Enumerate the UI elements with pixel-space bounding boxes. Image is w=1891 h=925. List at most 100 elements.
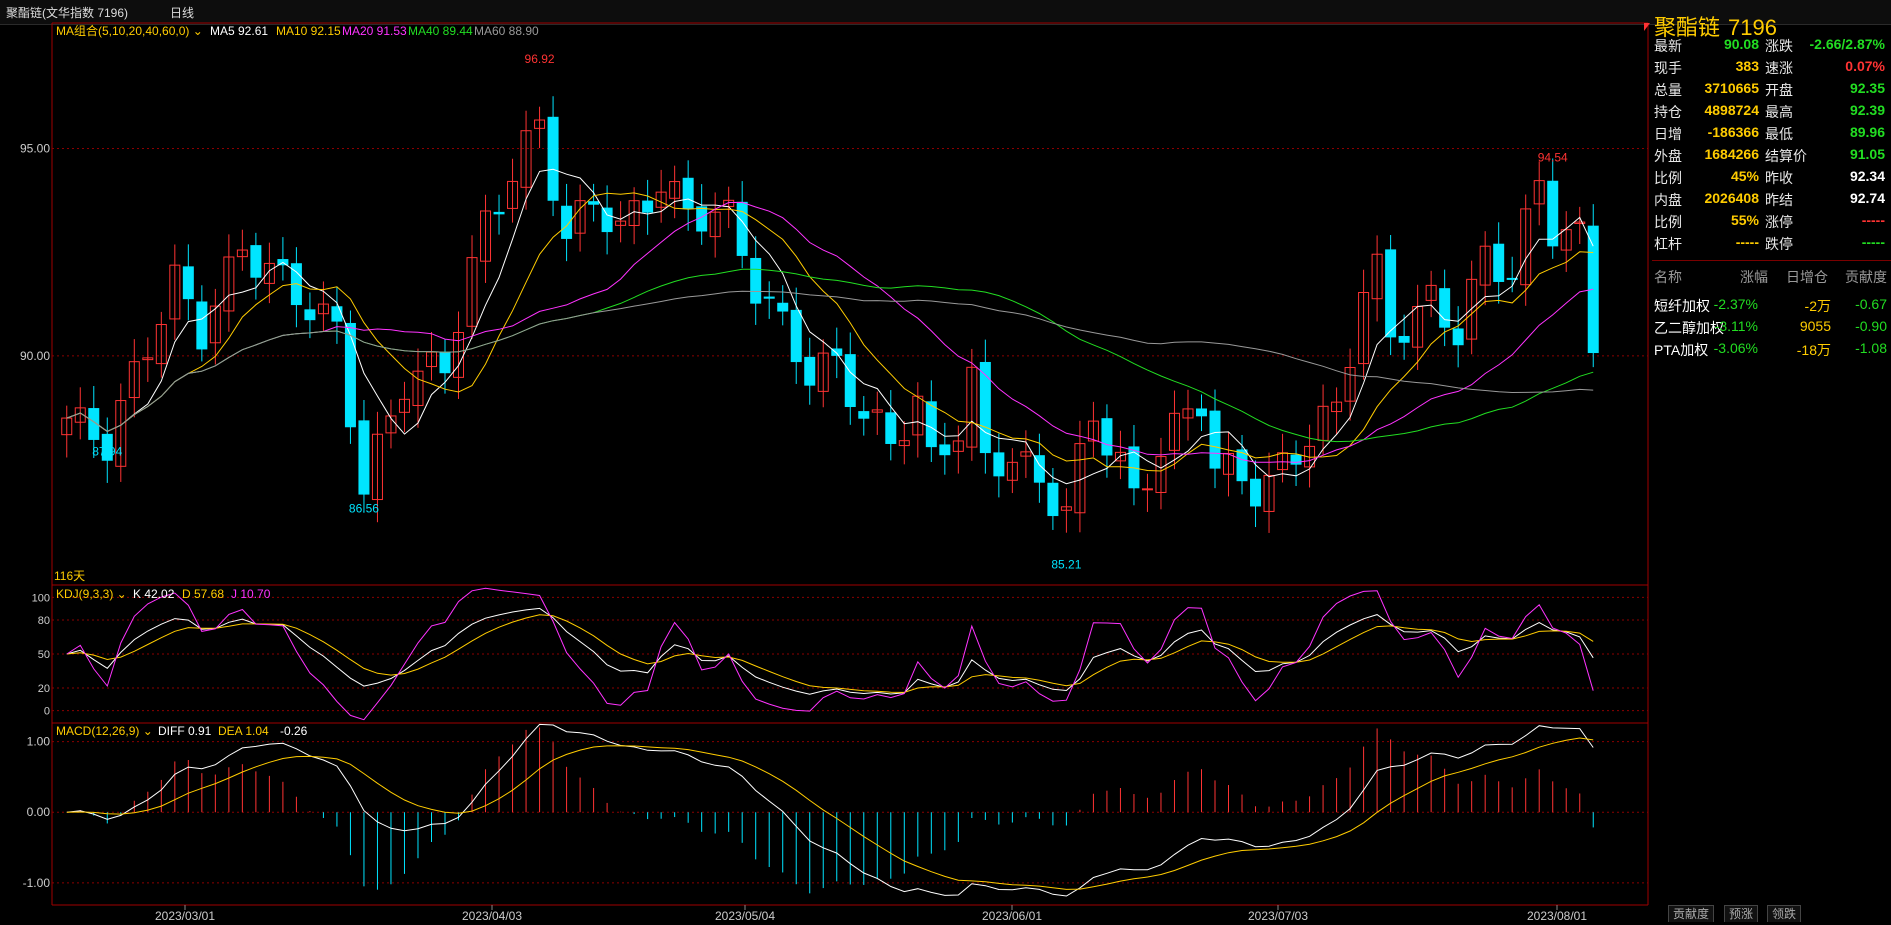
candle-body: [61, 417, 73, 436]
x-date-label: 2023/07/03: [1248, 909, 1308, 923]
candle-body: [1195, 408, 1207, 417]
candle-body: [1560, 229, 1572, 251]
quote-label: 比例: [1654, 170, 1682, 186]
macd-dea-line: [66, 737, 1594, 890]
candle-body: [493, 211, 505, 215]
ma-legend-item: MA5 92.61: [210, 24, 268, 38]
candle-body: [1141, 488, 1153, 491]
price-annotation: 96.92: [525, 52, 555, 66]
candle-body: [1506, 277, 1518, 280]
candle-body: [1182, 408, 1194, 419]
quote-value: -----: [1861, 212, 1885, 228]
candle-body: [1398, 335, 1410, 343]
candle-body: [1087, 420, 1099, 442]
candle-body: [1060, 506, 1072, 511]
x-date-label: 2023/08/01: [1527, 909, 1587, 923]
quote-value: -186366: [1707, 124, 1759, 140]
contrib-name: PTA加权: [1654, 342, 1709, 358]
x-date-label: 2023/05/04: [715, 909, 775, 923]
candle-body: [790, 309, 802, 363]
contrib-row[interactable]: 乙二醇加权 -3.11% 9055 -0.90: [1652, 318, 1891, 338]
ma-line-ma20: [66, 201, 1594, 463]
macd-legend-dea: DEA 1.04: [218, 724, 269, 738]
quote-label: 结算价: [1765, 148, 1807, 164]
candle-body: [1479, 245, 1491, 286]
candle-body: [912, 395, 924, 436]
candle-body: [101, 433, 113, 461]
candle-body: [1006, 461, 1018, 481]
ma-legend-item: MA10 92.15: [276, 24, 341, 38]
candle-body: [1385, 249, 1397, 338]
candle-body: [966, 366, 978, 448]
x-date-label: 2023/04/03: [462, 909, 522, 923]
candle-body: [817, 352, 829, 392]
candle-body: [1209, 410, 1221, 469]
candle-body: [1344, 367, 1356, 402]
quote-label: 外盘: [1654, 148, 1682, 164]
quote-value: 383: [1735, 58, 1759, 74]
window-title: 聚酯链(文华指数 7196): [6, 6, 129, 20]
ma-legend-item: MA20 91.53: [342, 24, 407, 38]
quote-row: 现手 383 速涨 0.07%: [1652, 58, 1891, 78]
tab-contrib[interactable]: 贡献度: [1668, 905, 1715, 922]
quote-row: 总量 3710665 开盘 92.35: [1652, 80, 1891, 100]
contrib-row[interactable]: PTA加权 -3.06% -18万 -1.08: [1652, 340, 1891, 360]
candle-body: [601, 207, 613, 233]
macd-legend-diff: DIFF 0.91: [158, 724, 212, 738]
candle-body: [925, 401, 937, 448]
header-chg: 涨幅: [1740, 269, 1768, 285]
contrib-row[interactable]: 短纤加权 -2.37% -2万 -0.67: [1652, 296, 1891, 316]
quote-label: 最高: [1765, 104, 1793, 120]
macd-legend-name: MACD(12,26,9) ⌄: [56, 724, 153, 738]
candle-body: [1331, 401, 1343, 413]
contrib-value: -0.67: [1855, 296, 1887, 312]
candle-body: [169, 264, 181, 320]
candle-body: [344, 322, 356, 428]
candle-body: [885, 412, 897, 444]
quote-value: 91.05: [1849, 146, 1885, 162]
days-count: 116天: [54, 569, 85, 583]
candle-body: [236, 249, 248, 258]
candle-body: [1452, 328, 1464, 346]
quote-value: 3710665: [1704, 80, 1759, 96]
candle-body: [263, 262, 275, 284]
chart-area[interactable]: 95.00 90.00 100 80 50 20 0 1.00 0.00 -1.00 87.94 86…: [0, 0, 1652, 925]
kdj-d-line: [66, 614, 1594, 693]
tab-rise[interactable]: 预涨: [1724, 905, 1759, 922]
ma-legend-item: MA40 89.44: [408, 24, 473, 38]
x-date-label: 2023/03/01: [155, 909, 215, 923]
quote-value: -----: [1861, 234, 1885, 250]
quote-value: 45%: [1730, 168, 1759, 184]
contrib-value: -0.90: [1855, 318, 1887, 334]
candle-body: [1155, 456, 1167, 493]
candle-body: [1587, 225, 1599, 354]
tab-fall[interactable]: 领跌: [1767, 905, 1802, 922]
quote-label: 最低: [1765, 126, 1793, 142]
quote-label: 昨收: [1765, 170, 1793, 186]
candle-body: [1263, 474, 1275, 512]
candle-body: [871, 409, 883, 413]
candle-body: [1101, 418, 1113, 456]
title-bar: 聚酯链(文华指数 7196) 日线: [0, 0, 1891, 25]
candle-body: [304, 309, 316, 321]
price-tick-label: 95.00: [20, 141, 50, 155]
candle-body: [223, 256, 235, 312]
candle-body: [142, 357, 154, 361]
quote-row: 最新 90.08 涨跌 -2.66/2.87%: [1652, 36, 1891, 56]
candle-body: [1574, 221, 1586, 224]
quote-value: 2026408: [1704, 190, 1759, 206]
candle-body: [115, 400, 127, 467]
divider: [1652, 260, 1891, 261]
quote-value: 1684266: [1704, 146, 1759, 162]
price-annotation: 87.94: [92, 444, 122, 458]
macd-tick-label: 1.00: [27, 735, 51, 749]
period-selector[interactable]: 日线: [170, 6, 195, 20]
candle-body: [831, 348, 843, 356]
candle-body: [993, 452, 1005, 477]
quote-row: 内盘 2026408 昨结 92.74: [1652, 190, 1891, 210]
candle-body: [1114, 451, 1126, 462]
candle-body: [1493, 243, 1505, 282]
candle-body: [1533, 180, 1545, 205]
quote-label: 日增: [1654, 126, 1682, 142]
contrib-oi: -18万: [1796, 342, 1831, 358]
